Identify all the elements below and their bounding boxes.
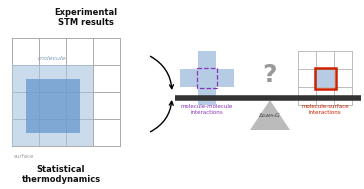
Polygon shape xyxy=(250,100,290,130)
Bar xyxy=(314,67,336,88)
Text: molecule-molecule
interactions: molecule-molecule interactions xyxy=(181,104,233,115)
Text: Experimental
STM results: Experimental STM results xyxy=(55,8,118,27)
FancyArrowPatch shape xyxy=(150,56,173,89)
Text: surface: surface xyxy=(14,154,35,159)
Bar xyxy=(316,69,334,87)
Text: molecule-surface
interactions: molecule-surface interactions xyxy=(301,104,349,115)
Bar xyxy=(180,69,198,87)
Bar xyxy=(198,87,216,105)
Text: $\Delta_{\mathsf{SAMn}}G$: $\Delta_{\mathsf{SAMn}}G$ xyxy=(258,111,282,120)
Bar xyxy=(12,65,93,146)
Text: Statistical
thermodynamics: Statistical thermodynamics xyxy=(21,165,100,184)
Bar xyxy=(198,51,216,69)
Bar xyxy=(197,68,217,88)
Bar xyxy=(216,69,234,87)
Text: molecule: molecule xyxy=(38,56,67,61)
Text: ?: ? xyxy=(263,63,277,87)
FancyArrowPatch shape xyxy=(150,101,173,132)
Bar xyxy=(198,69,216,87)
Bar xyxy=(25,78,79,132)
